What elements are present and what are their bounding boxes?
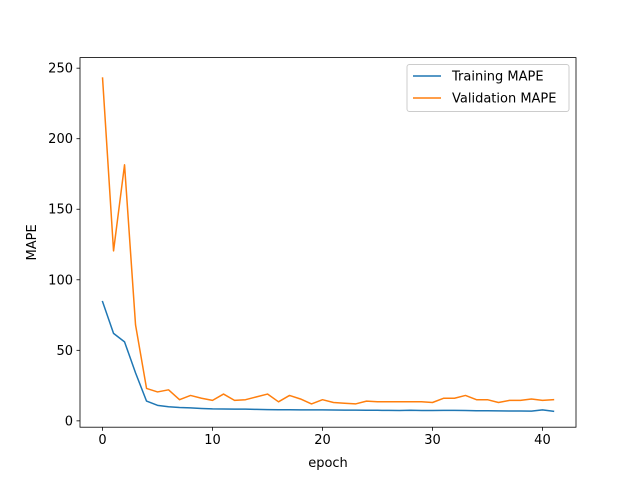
- legend: Training MAPE Validation MAPE: [406, 64, 570, 112]
- y-tick-label: 200: [48, 132, 73, 147]
- legend-label-1: Validation MAPE: [452, 92, 557, 107]
- y-tick-label: 0: [65, 414, 73, 429]
- legend-box: [406, 64, 570, 112]
- x-tick-label: 0: [98, 433, 106, 448]
- x-axis: 0 10 20 30 40: [98, 427, 551, 448]
- x-axis-label: epoch: [308, 456, 348, 471]
- series-line-1: [101, 77, 555, 405]
- y-tick-label: 100: [48, 273, 73, 288]
- x-tick-label: 20: [314, 433, 331, 448]
- plot-frame: [79, 57, 577, 428]
- y-axis: 0 50 100 150 200 250: [48, 62, 80, 429]
- series-layer: [101, 77, 555, 413]
- x-tick-label: 40: [534, 433, 551, 448]
- x-tick-label: 10: [204, 433, 221, 448]
- series-line-0: [101, 300, 555, 413]
- y-tick-label: 250: [48, 62, 73, 77]
- y-axis-label: MAPE: [25, 224, 40, 260]
- y-tick-label: 150: [48, 203, 73, 218]
- legend-label-0: Training MAPE: [451, 70, 544, 85]
- y-tick-label: 50: [56, 344, 73, 359]
- x-tick-label: 30: [424, 433, 441, 448]
